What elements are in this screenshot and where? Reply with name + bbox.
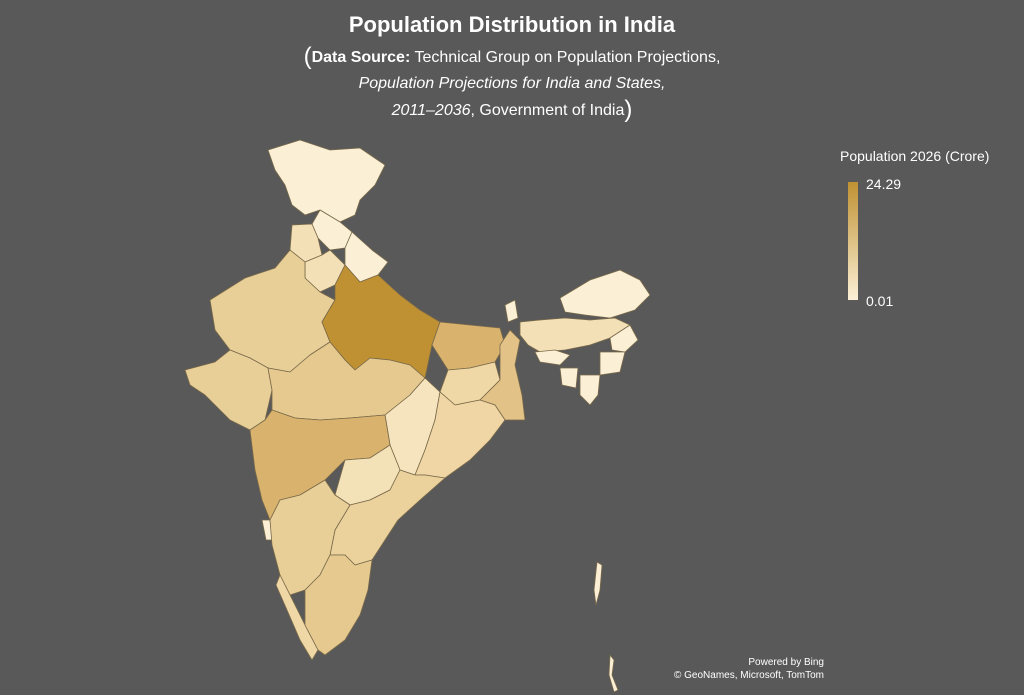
source-label: Data Source: xyxy=(311,49,411,66)
legend-max-value: 24.29 xyxy=(866,176,902,192)
map-credits: Powered by Bing © GeoNames, Microsoft, T… xyxy=(674,656,824,682)
islands-andaman[interactable] xyxy=(593,561,603,606)
state-sikkim[interactable] xyxy=(504,299,519,323)
source-years: 2011–2036 xyxy=(391,102,471,119)
state-meghalaya[interactable] xyxy=(534,349,571,366)
source-line3: , Government of India xyxy=(470,102,625,119)
source-line1: Technical Group on Population Projection… xyxy=(414,49,721,66)
legend-gradient xyxy=(848,182,858,300)
data-source: (Data Source: Technical Group on Populat… xyxy=(0,44,1024,124)
map-title: Population Distribution in India xyxy=(348,12,676,37)
state-arunachal[interactable] xyxy=(559,269,651,319)
state-manipur[interactable] xyxy=(599,351,626,376)
state-jammu-kashmir[interactable] xyxy=(267,139,386,223)
credits-line1: Powered by Bing xyxy=(748,657,824,668)
islands-nicobar[interactable] xyxy=(608,654,619,693)
open-paren: ( xyxy=(303,43,312,70)
state-tripura[interactable] xyxy=(559,367,579,389)
state-west-bengal[interactable] xyxy=(479,329,526,421)
state-kerala[interactable] xyxy=(275,574,319,661)
credits-line2: © GeoNames, Microsoft, TomTom xyxy=(674,670,824,681)
state-tamil-nadu[interactable] xyxy=(304,554,373,656)
close-paren: ) xyxy=(624,96,633,123)
legend-min-value: 0.01 xyxy=(866,293,894,309)
state-nagaland[interactable] xyxy=(609,324,639,353)
legend-title: Population 2026 (Crore) xyxy=(840,148,990,164)
state-odisha[interactable] xyxy=(414,391,506,479)
source-line2: Population Projections for India and Sta… xyxy=(358,75,666,92)
state-mizoram[interactable] xyxy=(579,374,601,406)
